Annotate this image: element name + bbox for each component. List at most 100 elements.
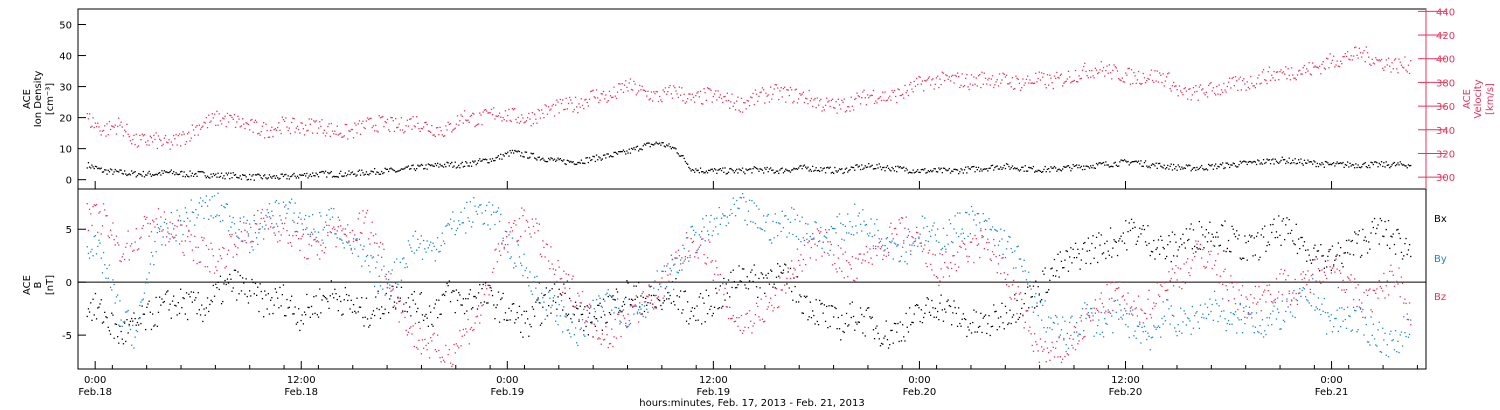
data-point-By [440, 244, 442, 247]
data-point-p0s1 [599, 99, 601, 101]
data-point-Bx [850, 316, 852, 319]
data-point-Bx [1086, 250, 1088, 252]
data-point-p0s1 [878, 97, 880, 99]
data-point-By [198, 202, 200, 204]
data-point-Bx [317, 316, 320, 318]
data-point-Bx [251, 278, 253, 281]
data-point-By [583, 334, 585, 336]
data-point-Bx [1345, 239, 1348, 242]
data-point-p0s0 [1320, 164, 1322, 166]
data-point-p0s0 [640, 148, 642, 150]
data-point-p0s1 [1147, 77, 1149, 80]
data-point-p0s1 [961, 73, 963, 75]
data-point-Bx [905, 312, 907, 315]
data-point-p0s1 [460, 114, 462, 116]
data-point-p0s0 [1279, 161, 1281, 163]
data-point-p0s0 [1224, 167, 1226, 169]
data-point-p0s1 [1347, 51, 1349, 53]
data-point-Bx [812, 310, 814, 312]
data-point-p0s0 [607, 153, 609, 155]
data-point-Bz [447, 353, 449, 356]
data-point-Bz [456, 345, 459, 347]
data-point-p0s0 [395, 171, 397, 173]
data-point-Bz [164, 218, 167, 220]
data-point-p0s0 [1361, 166, 1363, 168]
data-point-By [230, 226, 232, 228]
data-point-p0s0 [1319, 163, 1321, 165]
data-point-p0s0 [1203, 169, 1205, 171]
data-point-p0s1 [98, 126, 100, 128]
data-point-By [855, 225, 857, 227]
data-point-p0s0 [826, 167, 828, 169]
data-point-p0s0 [1029, 167, 1031, 169]
data-point-By [976, 213, 978, 215]
data-point-By [432, 242, 434, 244]
data-point-By [1375, 344, 1377, 346]
data-point-p0s0 [620, 150, 622, 153]
data-point-p0s0 [646, 142, 648, 144]
data-point-By [98, 239, 100, 241]
x-tick-time-1: 12:00 [287, 375, 316, 386]
data-point-p0s0 [232, 172, 234, 174]
data-point-Bz [303, 256, 306, 259]
data-point-By [1319, 308, 1321, 311]
data-point-p0s0 [942, 167, 945, 169]
data-point-Bx [1209, 221, 1211, 223]
data-point-Bx [445, 291, 447, 293]
data-point-By [601, 306, 603, 309]
data-point-p0s0 [951, 170, 953, 172]
data-point-By [1234, 311, 1237, 313]
data-point-p0s0 [989, 167, 991, 169]
data-point-p0s0 [1019, 169, 1022, 171]
data-point-p0s0 [258, 173, 260, 176]
data-point-By [302, 229, 304, 231]
data-point-By [449, 218, 452, 220]
data-point-p0s0 [843, 171, 845, 174]
data-point-By [1376, 345, 1378, 347]
data-point-Bx [695, 319, 697, 322]
data-point-p0s0 [822, 168, 824, 170]
data-point-p0s0 [1206, 169, 1209, 171]
data-point-By [426, 240, 428, 242]
data-point-By [461, 222, 463, 224]
data-point-By [142, 298, 144, 300]
data-point-p0s1 [149, 135, 151, 137]
data-point-Bx [437, 317, 439, 319]
data-point-Bx [1150, 250, 1153, 253]
data-point-p0s0 [206, 175, 209, 177]
data-point-By [518, 256, 521, 258]
data-point-Bx [821, 302, 823, 305]
data-point-p0s0 [1009, 168, 1011, 170]
data-point-p0s1 [170, 141, 172, 143]
data-point-Bx [1323, 267, 1325, 269]
data-point-By [319, 212, 321, 214]
data-point-By [267, 212, 269, 214]
data-point-Bx [948, 305, 950, 307]
data-point-By [1284, 321, 1286, 323]
data-point-Bx [102, 321, 105, 323]
data-point-Bz [218, 248, 220, 250]
data-point-p0s1 [252, 131, 254, 133]
data-point-Bx [459, 294, 461, 296]
data-point-p0s1 [673, 85, 675, 87]
data-point-p0s1 [765, 92, 767, 94]
data-point-p0s1 [351, 128, 354, 131]
data-point-Bx [307, 306, 309, 309]
data-point-p0s1 [203, 121, 205, 123]
data-point-p0s0 [1078, 164, 1080, 166]
data-point-Bz [462, 328, 464, 331]
data-point-p0s1 [431, 125, 433, 127]
data-point-p0s0 [995, 165, 997, 168]
data-point-By [1209, 298, 1211, 300]
data-point-p0s0 [482, 158, 484, 160]
data-point-p0s1 [1120, 79, 1122, 82]
data-point-Bx [766, 277, 768, 279]
data-point-p0s0 [1083, 165, 1085, 167]
data-point-p0s0 [439, 163, 441, 165]
data-point-Bx [577, 308, 579, 310]
data-point-p0s1 [407, 125, 410, 127]
data-point-p0s0 [203, 172, 205, 174]
data-point-p0s1 [1164, 80, 1167, 82]
data-point-Bz [249, 223, 251, 225]
data-point-Bx [1113, 239, 1115, 241]
